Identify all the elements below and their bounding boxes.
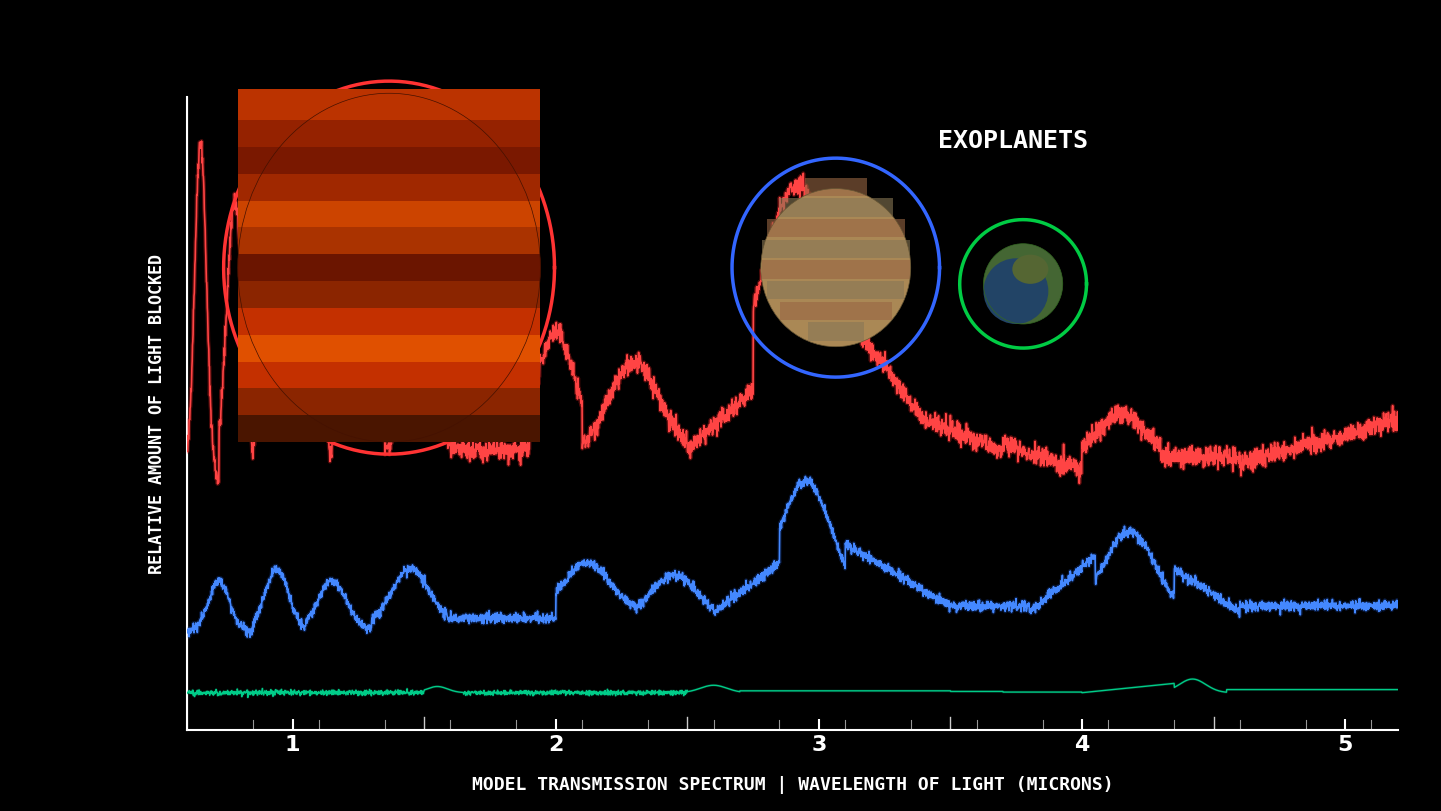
Ellipse shape xyxy=(983,243,1063,324)
Bar xyxy=(762,260,909,278)
Bar xyxy=(807,322,865,341)
Bar xyxy=(238,223,540,254)
Bar xyxy=(238,169,540,200)
Bar xyxy=(238,331,540,362)
Bar xyxy=(767,219,905,237)
Bar xyxy=(768,281,904,299)
Bar xyxy=(238,250,540,281)
Bar xyxy=(238,143,540,174)
Bar xyxy=(238,411,540,442)
Bar xyxy=(238,89,540,120)
Ellipse shape xyxy=(983,258,1049,324)
Bar xyxy=(806,178,866,195)
Bar xyxy=(238,277,540,308)
X-axis label: MODEL TRANSMISSION SPECTRUM | WAVELENGTH OF LIGHT (MICRONS): MODEL TRANSMISSION SPECTRUM | WAVELENGTH… xyxy=(471,775,1114,794)
Bar xyxy=(238,196,540,227)
Bar xyxy=(238,116,540,147)
Bar xyxy=(780,198,892,217)
Bar xyxy=(238,358,540,388)
Bar xyxy=(238,304,540,335)
Ellipse shape xyxy=(238,93,540,442)
Bar xyxy=(780,302,892,320)
Ellipse shape xyxy=(761,188,911,346)
Bar xyxy=(762,239,909,258)
Bar xyxy=(238,384,540,415)
Text: EXOPLANETS: EXOPLANETS xyxy=(938,129,1088,153)
Ellipse shape xyxy=(1012,255,1049,284)
Y-axis label: RELATIVE AMOUNT OF LIGHT BLOCKED: RELATIVE AMOUNT OF LIGHT BLOCKED xyxy=(148,254,167,573)
